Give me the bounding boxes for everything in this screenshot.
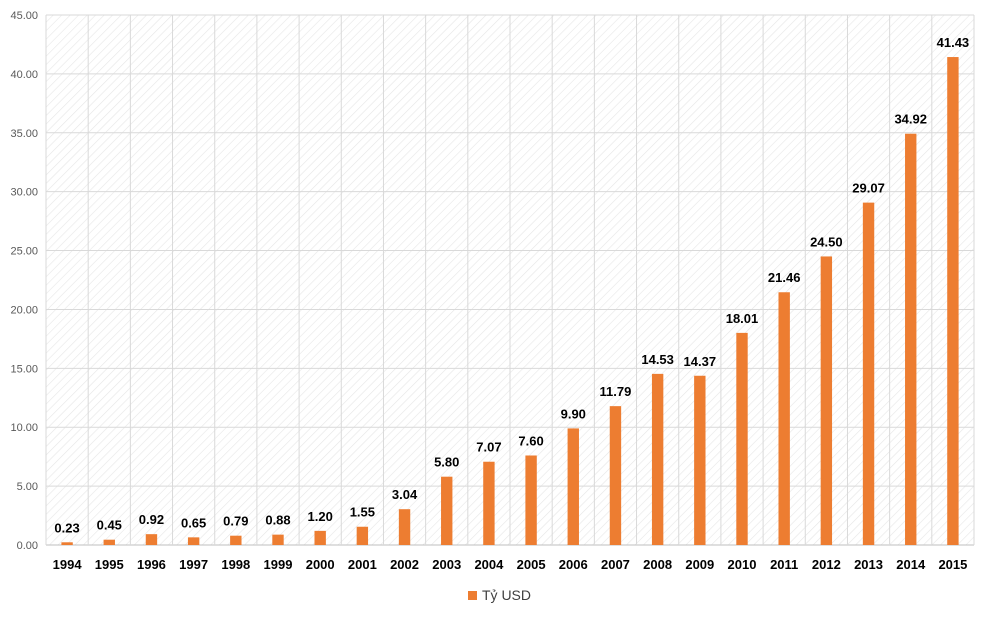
data-label-2001: 1.55: [350, 505, 375, 520]
data-label-2005: 7.60: [518, 433, 543, 448]
bar-2013: [862, 202, 875, 545]
y-axis-ticks: 0.00 5.00 10.00 15.00 20.00 25.00 30.00 35.00 40…: [10, 10, 38, 552]
bar-2015: [947, 57, 959, 546]
bar-2008: [651, 373, 664, 545]
bar-1994: [61, 542, 73, 545]
data-label-1995: 0.45: [97, 518, 122, 533]
data-label-2002: 3.04: [392, 487, 418, 502]
x-tick-label: 1997: [179, 557, 208, 572]
y-tick-label: 5.00: [17, 481, 38, 493]
bar-1999: [272, 534, 284, 545]
data-label-1999: 0.88: [265, 513, 290, 528]
gridlines: [45, 14, 975, 546]
data-label-2009: 14.37: [684, 354, 717, 369]
bar-2005: [525, 455, 537, 545]
data-label-2003: 5.80: [434, 455, 459, 470]
x-tick-label: 2013: [854, 557, 883, 572]
data-label-2013: 29.07: [852, 181, 885, 196]
x-tick-label: 1998: [221, 557, 250, 572]
data-label-2010: 18.01: [726, 311, 759, 326]
bar-1997: [187, 537, 200, 545]
x-tick-label: 2006: [559, 557, 588, 572]
bar-2000: [314, 530, 326, 545]
x-tick-label: 2001: [348, 557, 377, 572]
y-tick-label: 20.00: [10, 304, 38, 316]
y-tick-label: 30.00: [10, 187, 38, 199]
bar-1996: [145, 534, 158, 545]
bars: [61, 57, 959, 546]
data-label-2000: 1.20: [308, 509, 333, 524]
bar-2014: [905, 133, 917, 545]
x-axis-ticks: 1994 1995 1996 1997 1998 1999 2000 2001 2002 2003…: [53, 557, 968, 572]
x-tick-label: 2005: [517, 557, 546, 572]
data-label-2014: 34.92: [894, 112, 927, 127]
bar-2004: [483, 461, 495, 545]
legend: Tỷ USD: [468, 587, 531, 603]
bar-2012: [820, 256, 833, 545]
data-label-1998: 0.79: [223, 514, 248, 529]
x-tick-label: 2011: [770, 557, 798, 572]
bar-2006: [567, 428, 579, 545]
y-tick-label: 0.00: [17, 540, 38, 552]
x-tick-label: 2012: [812, 557, 841, 572]
x-tick-label: 1995: [95, 557, 124, 572]
data-label-2008: 14.53: [641, 352, 674, 367]
x-tick-label: 1996: [137, 557, 166, 572]
data-label-1997: 0.65: [181, 515, 206, 530]
x-tick-label: 2009: [685, 557, 714, 572]
data-labels: 0.23 0.45 0.92 0.65 0.79 0.88 1.20 1.55 3.04 5.80…: [54, 35, 969, 535]
bar-2003: [441, 476, 453, 545]
x-tick-label: 1994: [53, 557, 83, 572]
data-label-2015: 41.43: [937, 35, 970, 50]
legend-swatch: [468, 591, 477, 600]
bar-2007: [609, 406, 622, 545]
y-tick-label: 45.00: [10, 10, 38, 22]
x-tick-label: 2007: [601, 557, 630, 572]
x-tick-label: 2004: [474, 557, 504, 572]
bar-2009: [694, 375, 706, 545]
y-tick-label: 15.00: [10, 363, 38, 375]
y-tick-label: 25.00: [10, 246, 38, 258]
data-label-2012: 24.50: [810, 234, 843, 249]
bar-2001: [356, 526, 369, 545]
x-tick-label: 1999: [264, 557, 293, 572]
x-tick-label: 2010: [728, 557, 757, 572]
bar-2011: [778, 292, 790, 545]
x-tick-label: 2000: [306, 557, 335, 572]
x-tick-label: 2014: [896, 557, 926, 572]
bar-1995: [103, 539, 115, 545]
data-label-2004: 7.07: [476, 440, 501, 455]
x-tick-label: 2015: [938, 557, 967, 572]
y-tick-label: 10.00: [10, 422, 38, 434]
bar-2010: [736, 332, 748, 545]
y-tick-label: 35.00: [10, 128, 38, 140]
data-label-1994: 0.23: [54, 520, 79, 535]
legend-label: Tỷ USD: [482, 587, 531, 603]
data-label-2006: 9.90: [561, 406, 586, 421]
x-tick-label: 2008: [643, 557, 672, 572]
data-label-2011: 21.46: [768, 270, 801, 285]
bar-1998: [230, 535, 242, 545]
x-tick-label: 2003: [432, 557, 461, 572]
bar-2002: [398, 509, 411, 545]
y-tick-label: 40.00: [10, 69, 38, 81]
data-label-1996: 0.92: [139, 512, 164, 527]
data-label-2007: 11.79: [600, 384, 632, 399]
x-tick-label: 2002: [390, 557, 419, 572]
